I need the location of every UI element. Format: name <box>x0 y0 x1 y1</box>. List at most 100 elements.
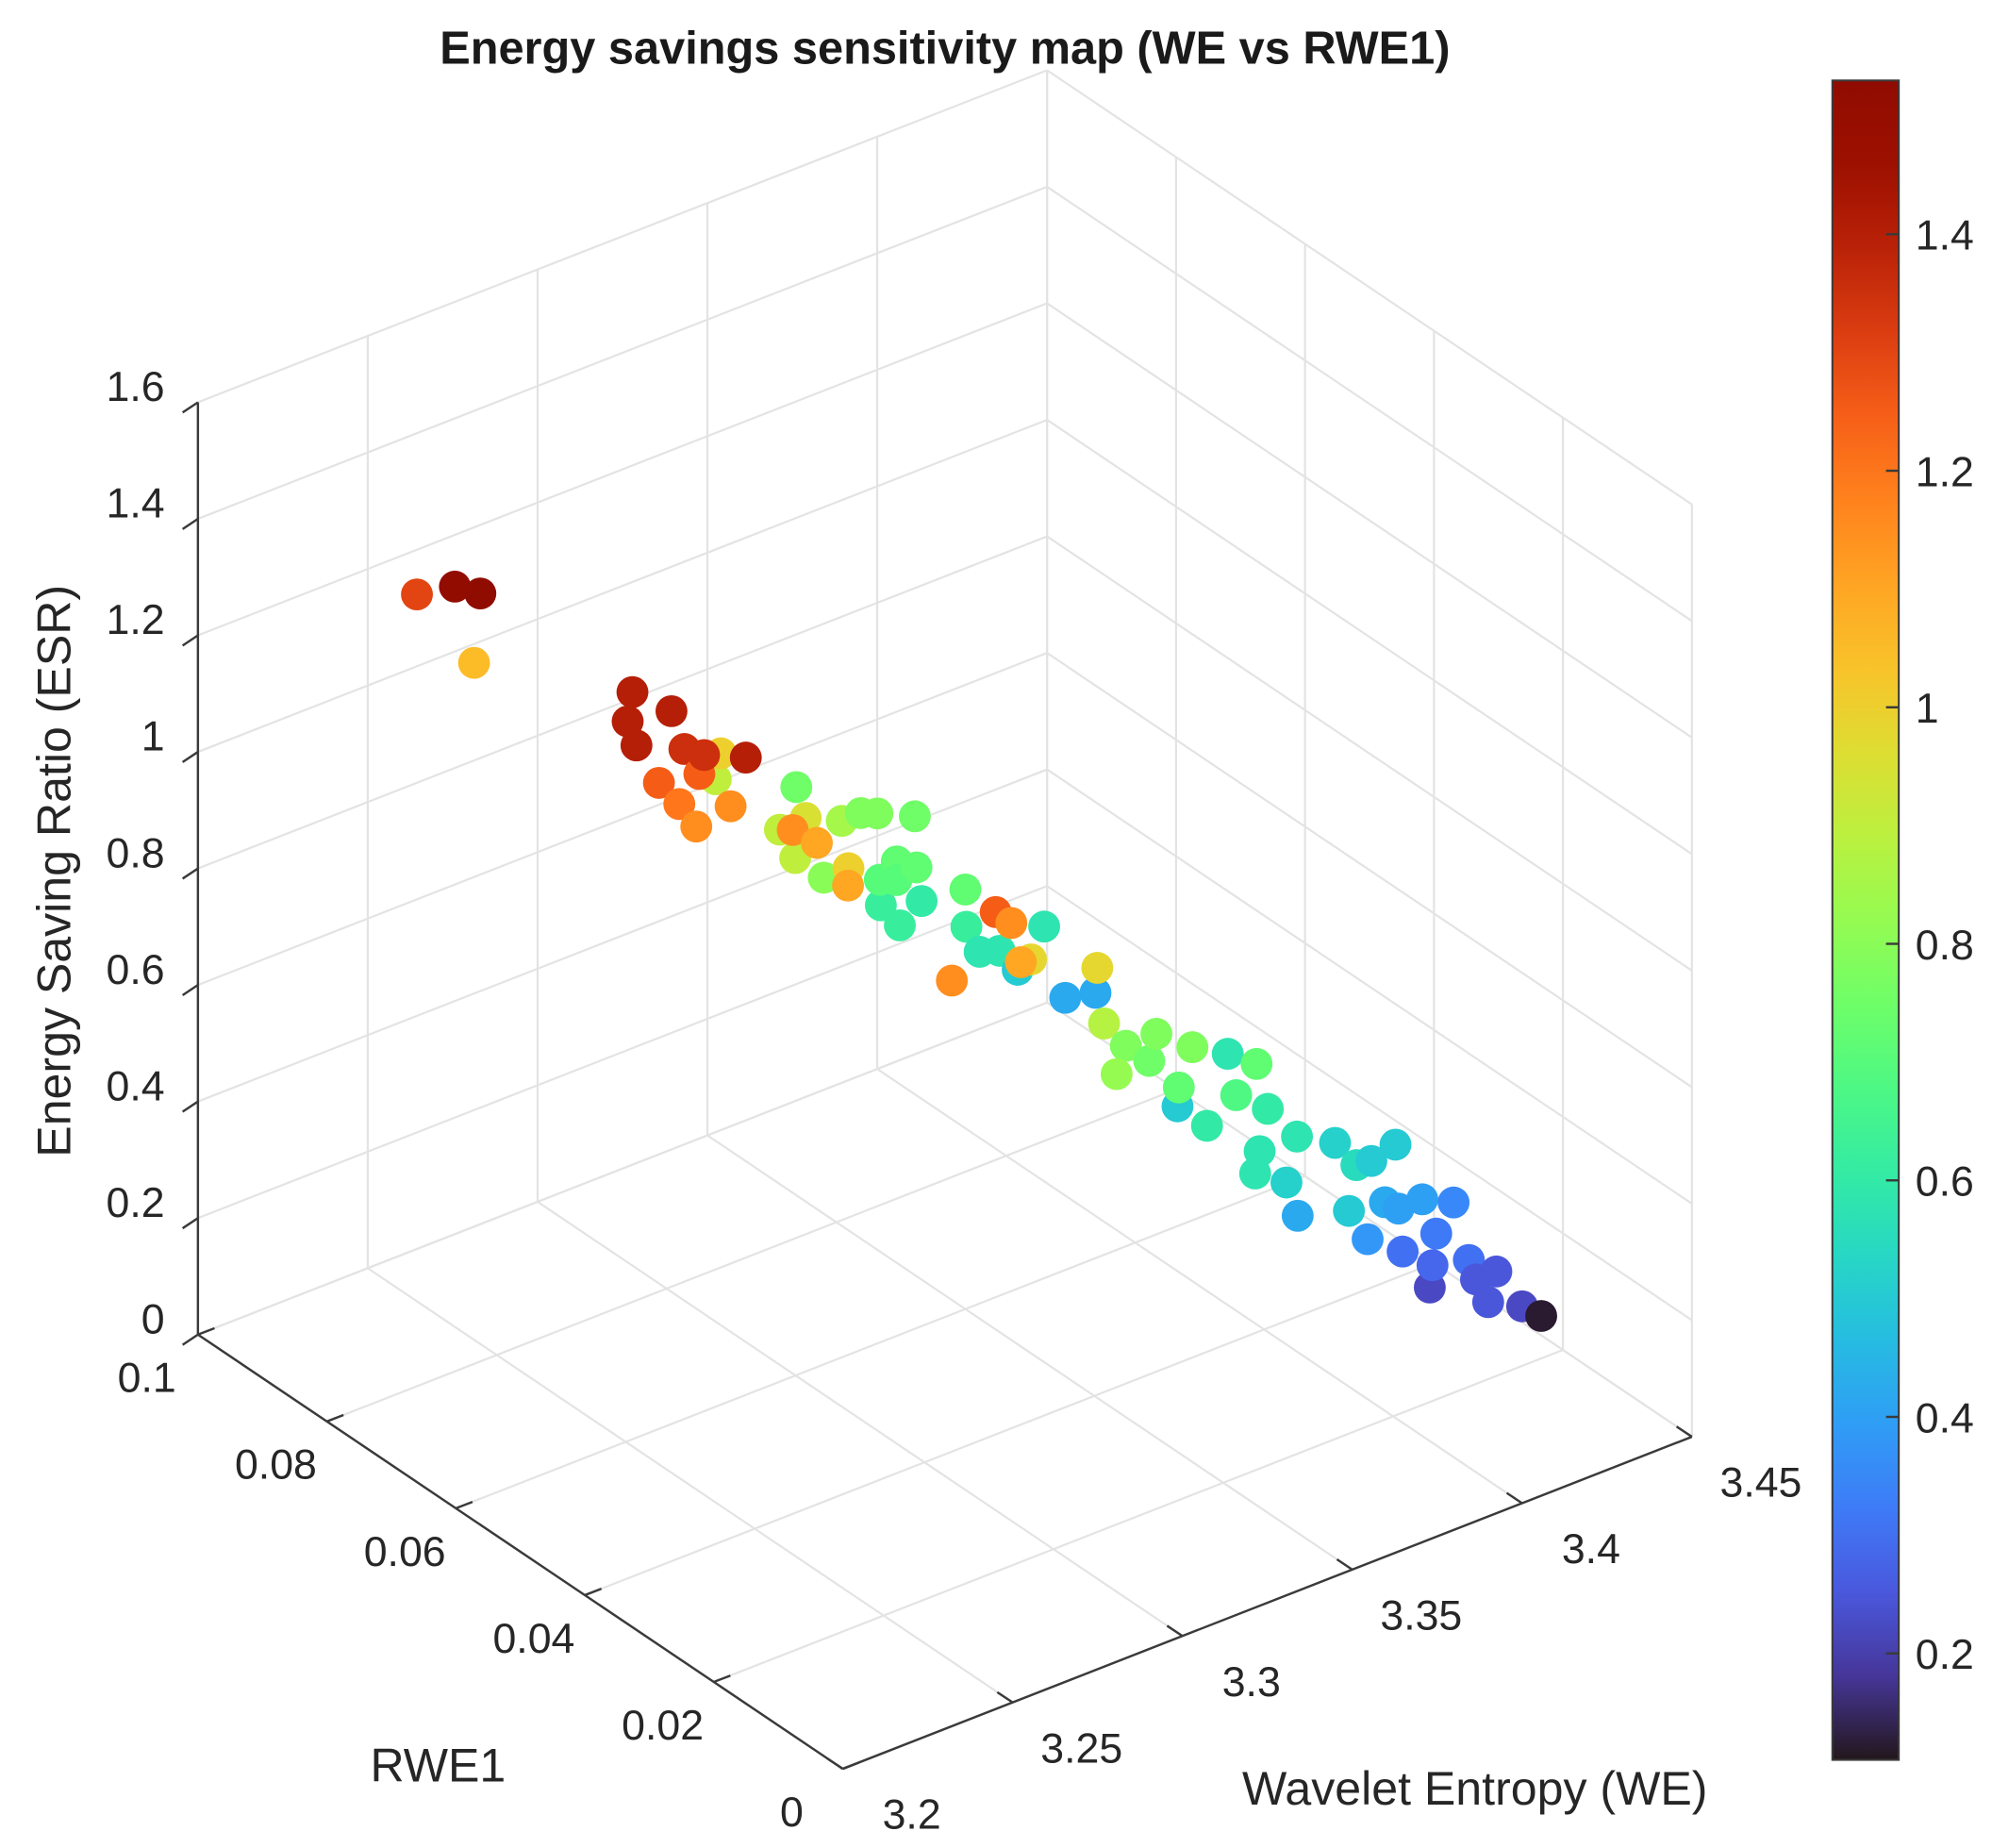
data-point <box>1176 1031 1209 1064</box>
z-tick-mark <box>181 1100 199 1113</box>
gridline-z-sidewall <box>1046 885 1693 1322</box>
data-point <box>457 646 490 679</box>
y-tick-mark <box>842 1761 860 1771</box>
z-tick-label: 1.4 <box>107 481 165 527</box>
gridline-z-backwall <box>197 652 1048 987</box>
gridline-x-floor <box>537 1201 1184 1638</box>
data-point <box>1416 1249 1449 1282</box>
data-point <box>1471 1286 1504 1319</box>
z-tick-mark <box>181 751 199 763</box>
y-tick-mark <box>713 1674 731 1684</box>
data-point <box>1162 1071 1195 1104</box>
data-point <box>1087 1007 1120 1040</box>
data-point <box>620 729 653 762</box>
colorbar-tick-label: 1.2 <box>1916 449 1974 495</box>
gridline-z-sidewall <box>1046 652 1693 1089</box>
data-point <box>950 910 983 943</box>
data-point <box>1238 1157 1271 1190</box>
data-point <box>1211 1038 1244 1071</box>
data-point <box>1437 1186 1470 1219</box>
x-tick-mark <box>996 1690 1014 1704</box>
colorbar-tick-label: 1 <box>1916 686 1939 732</box>
data-point <box>1028 910 1060 943</box>
data-point <box>642 766 675 799</box>
gridline-z-sidewall <box>1046 768 1693 1205</box>
gridline-y-floor <box>197 1001 1048 1336</box>
gridline-x-floor <box>367 1267 1014 1704</box>
x-tick-mark <box>826 1757 844 1771</box>
z-tick-mark <box>181 634 199 647</box>
data-point <box>1079 976 1112 1009</box>
z-axis-label: Energy Saving Ratio (ESR) <box>27 585 80 1157</box>
z-tick-label: 1 <box>141 714 165 760</box>
y-tick-mark <box>584 1588 603 1597</box>
chart-title: Energy savings sensitivity map (WE vs RW… <box>440 24 1450 75</box>
x-tick-mark <box>1336 1558 1353 1571</box>
y-tick-label: 0.04 <box>492 1616 574 1662</box>
data-point <box>655 694 688 727</box>
data-point <box>663 788 696 821</box>
data-point <box>1319 1126 1352 1159</box>
y-tick-label: 0 <box>780 1790 804 1836</box>
z-tick-mark <box>181 401 199 414</box>
data-point <box>616 675 649 708</box>
z-tick-mark <box>181 984 199 996</box>
z-tick-label: 0 <box>141 1296 165 1342</box>
x-axis-label: Wavelet Entropy (WE) <box>1242 1762 1707 1815</box>
colorbar-tick-label: 1.4 <box>1916 213 1974 259</box>
data-point <box>884 909 916 941</box>
axes: 3.2 3.25 3.3 3.35 3.4 3.45 0 0.02 0.04 0.06 0.08 0.… <box>107 364 1802 1839</box>
data-point <box>688 739 721 772</box>
data-point <box>861 797 894 830</box>
data-point <box>1049 981 1082 1014</box>
gridline-z-sidewall <box>1046 186 1693 623</box>
data-point <box>1525 1300 1557 1332</box>
data-point <box>832 869 865 902</box>
y-tick-label: 0.08 <box>235 1442 317 1489</box>
z-tick-label: 0.4 <box>107 1063 165 1109</box>
x-tick-label: 3.25 <box>1040 1725 1122 1772</box>
data-point <box>1419 1217 1452 1250</box>
z-tick-label: 0.8 <box>107 830 165 876</box>
x-tick-label: 3.35 <box>1380 1592 1462 1639</box>
gridline-z-backwall <box>197 885 1048 1220</box>
z-tick-label: 0.2 <box>107 1180 165 1226</box>
data-point <box>1352 1223 1384 1256</box>
data-point <box>1333 1194 1366 1227</box>
data-point <box>729 741 762 774</box>
data-point <box>776 813 809 846</box>
data-point <box>1133 1044 1166 1077</box>
data-point <box>1240 1047 1273 1080</box>
z-tick-mark <box>181 867 199 880</box>
gridline-z-backwall <box>197 302 1048 637</box>
gridline-z-backwall <box>197 69 1048 404</box>
data-point <box>1220 1079 1253 1111</box>
y-axis-line <box>197 1333 844 1771</box>
data-point <box>1100 1057 1133 1090</box>
data-point <box>1252 1092 1285 1125</box>
colorbar-tick-label: 0.8 <box>1916 923 1974 969</box>
gridline-z-backwall <box>197 419 1048 754</box>
gridline-z-sidewall <box>1046 419 1693 856</box>
data-point <box>1281 1120 1314 1153</box>
data-point <box>1406 1183 1438 1216</box>
x-tick-label: 3.2 <box>883 1792 941 1839</box>
x-tick-label: 3.45 <box>1719 1460 1801 1507</box>
z-tick-label: 0.6 <box>107 947 165 993</box>
data-point <box>1140 1017 1172 1050</box>
x-tick-mark <box>1505 1491 1523 1505</box>
gridline-y-floor <box>326 1088 1177 1423</box>
z-tick-mark <box>181 1333 199 1346</box>
data-point <box>1480 1255 1513 1288</box>
data-point <box>807 861 840 894</box>
data-point <box>464 577 497 610</box>
data-point <box>780 771 813 804</box>
data-point <box>714 790 747 823</box>
z-tick-label: 1.6 <box>107 364 165 410</box>
data-point <box>1355 1144 1387 1177</box>
grid-lines <box>196 69 1693 1771</box>
gridline-y-floor <box>713 1348 1564 1684</box>
y-tick-label: 0.1 <box>118 1356 176 1402</box>
data-point <box>680 810 713 843</box>
